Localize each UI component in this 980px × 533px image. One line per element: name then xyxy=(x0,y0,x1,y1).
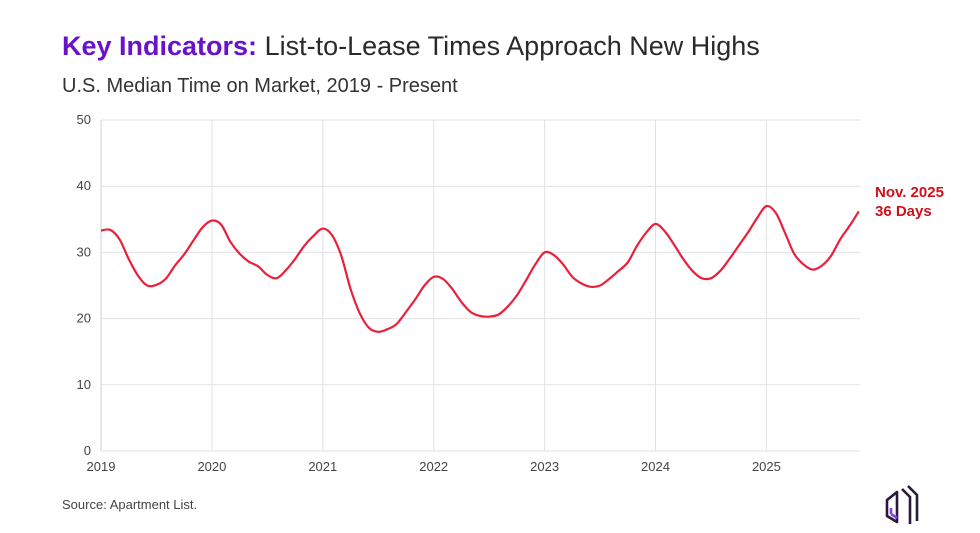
x-tick-label: 2020 xyxy=(197,459,226,474)
x-tick-label: 2024 xyxy=(641,459,670,474)
chart-subtitle: U.S. Median Time on Market, 2019 - Prese… xyxy=(62,75,458,97)
latest-value-annotation: Nov. 2025 36 Days xyxy=(875,183,944,221)
apartment-list-logo-icon xyxy=(885,485,919,524)
page-title: Key Indicators: List-to-Lease Times Appr… xyxy=(62,31,760,62)
annotation-date: Nov. 2025 xyxy=(875,184,944,201)
y-tick-label: 10 xyxy=(77,377,91,392)
x-tick-label: 2019 xyxy=(87,459,116,474)
series-line xyxy=(100,204,860,333)
source-note: Source: Apartment List. xyxy=(62,497,198,512)
title-keyword: Key Indicators: xyxy=(62,31,258,61)
x-tick-label: 2025 xyxy=(752,459,781,474)
title-text: List-to-Lease Times Approach New Highs xyxy=(257,31,760,61)
x-tick-label: 2022 xyxy=(419,459,448,474)
y-tick-label: 50 xyxy=(77,112,91,127)
y-tick-label: 20 xyxy=(77,311,91,326)
x-tick-label: 2021 xyxy=(308,459,337,474)
x-tick-label: 2023 xyxy=(530,459,559,474)
y-tick-label: 0 xyxy=(84,443,91,458)
y-tick-label: 40 xyxy=(77,178,91,193)
y-tick-label: 30 xyxy=(77,244,91,259)
annotation-value: 36 Days xyxy=(875,203,932,220)
